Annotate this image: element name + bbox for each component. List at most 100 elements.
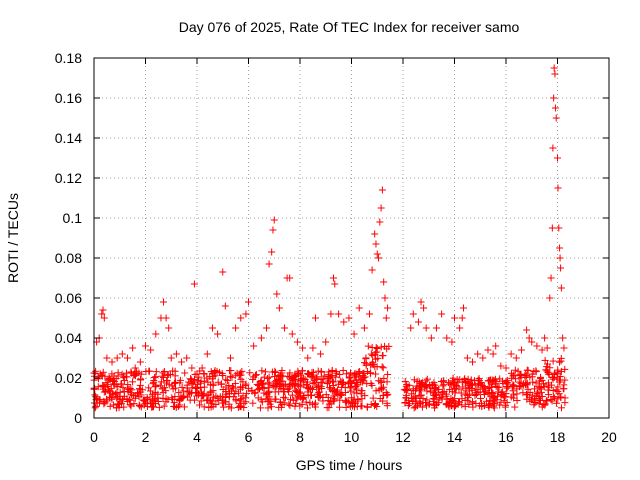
- data-point: [443, 395, 451, 403]
- data-point: [503, 376, 511, 384]
- data-point: [495, 383, 503, 391]
- data-point: [349, 399, 357, 407]
- data-point: [342, 370, 350, 378]
- data-point: [299, 374, 307, 382]
- data-point: [378, 385, 386, 393]
- data-point: [423, 375, 431, 383]
- data-point: [372, 387, 380, 395]
- data-point: [493, 396, 501, 404]
- data-point: [541, 356, 549, 364]
- data-point: [185, 378, 193, 386]
- data-point: [299, 395, 307, 403]
- data-point: [294, 392, 302, 400]
- data-point: [214, 394, 222, 402]
- data-point: [469, 358, 477, 366]
- data-point: [272, 369, 280, 377]
- data-point: [367, 400, 375, 408]
- data-point: [288, 330, 296, 338]
- data-point: [554, 154, 561, 162]
- data-point: [467, 376, 475, 384]
- data-point: [560, 381, 568, 389]
- data-point: [225, 400, 233, 408]
- data-point: [299, 393, 307, 401]
- data-point: [347, 377, 355, 385]
- data-point: [192, 383, 200, 391]
- data-point: [303, 404, 311, 412]
- data-point: [203, 350, 211, 358]
- data-point: [114, 372, 122, 380]
- data-point: [320, 372, 328, 380]
- data-point: [253, 380, 261, 388]
- data-point: [487, 392, 495, 400]
- data-point: [228, 373, 236, 381]
- data-point: [269, 226, 277, 234]
- data-point: [117, 400, 125, 408]
- data-point: [174, 403, 182, 411]
- data-point: [378, 378, 386, 386]
- data-point: [254, 394, 262, 402]
- data-point: [275, 380, 283, 388]
- data-point: [179, 387, 187, 395]
- data-point: [437, 393, 445, 401]
- data-point: [549, 144, 557, 152]
- data-point: [474, 350, 482, 358]
- data-point: [152, 381, 160, 389]
- data-point: [544, 386, 552, 394]
- data-point: [281, 324, 289, 332]
- data-point: [531, 385, 539, 393]
- data-point: [186, 388, 194, 396]
- data-point: [256, 404, 264, 412]
- data-point: [554, 387, 562, 395]
- data-point: [373, 345, 381, 353]
- data-point: [154, 394, 162, 402]
- data-point: [339, 366, 347, 374]
- data-point: [304, 354, 312, 362]
- data-point: [268, 403, 276, 411]
- data-point: [355, 373, 363, 381]
- data-point: [546, 364, 554, 372]
- data-point: [219, 268, 227, 276]
- data-point: [401, 398, 409, 406]
- data-point: [484, 377, 492, 385]
- data-point: [203, 396, 211, 404]
- data-point: [146, 387, 154, 395]
- data-point: [270, 216, 278, 224]
- data-point: [335, 310, 343, 318]
- data-point: [500, 397, 508, 405]
- data-point: [417, 391, 425, 399]
- data-point: [169, 367, 177, 375]
- data-point: [214, 330, 222, 338]
- data-point: [496, 375, 504, 383]
- data-point: [171, 372, 179, 380]
- data-point: [366, 310, 374, 318]
- data-point: [421, 398, 429, 406]
- data-point: [92, 367, 100, 375]
- data-point: [502, 364, 510, 372]
- data-point: [334, 380, 342, 388]
- data-point: [401, 377, 409, 385]
- y-tick-label: 0.02: [55, 370, 82, 386]
- x-tick-label: 6: [245, 429, 253, 445]
- data-point: [197, 377, 205, 385]
- data-point: [131, 394, 139, 402]
- data-point: [281, 380, 289, 388]
- data-point: [437, 377, 445, 385]
- data-point: [281, 394, 289, 402]
- data-point: [561, 399, 569, 407]
- data-point: [363, 367, 371, 375]
- data-point: [244, 384, 252, 392]
- data-point: [307, 385, 315, 393]
- data-point: [120, 374, 128, 382]
- data-point: [538, 346, 546, 354]
- data-point: [308, 391, 316, 399]
- data-point: [203, 374, 211, 382]
- data-point: [160, 374, 168, 382]
- data-point: [503, 384, 511, 392]
- data-point: [336, 403, 344, 411]
- data-point: [554, 184, 562, 192]
- data-point: [452, 382, 460, 390]
- y-tick-label: 0.1: [63, 210, 83, 226]
- data-point: [557, 394, 565, 402]
- x-tick-label: 12: [395, 429, 411, 445]
- data-point: [531, 399, 539, 407]
